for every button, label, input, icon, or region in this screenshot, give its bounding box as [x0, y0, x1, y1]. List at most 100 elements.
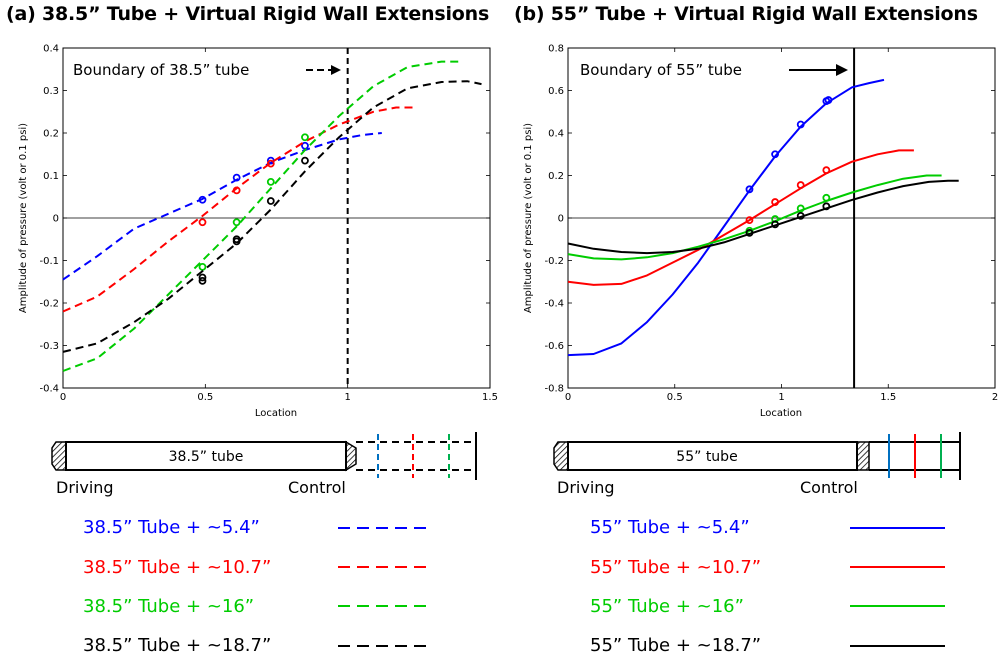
y-axis-label: Amplitude of pressure (volt or 0.1 psi) [523, 123, 534, 313]
data-point-marker [771, 220, 779, 229]
legend-entry-1: 55” Tube + ~5.4” [590, 517, 750, 538]
tube-b-diagram: 55” tube Driving Control [553, 432, 961, 497]
driving-end-cap [553, 441, 569, 471]
legend-entry-3: 38.5” Tube + ~16” [83, 596, 254, 617]
boundary-arrow [306, 65, 341, 75]
data-point-marker [301, 156, 309, 165]
y-tick-label: 0.8 [548, 44, 564, 55]
data-point-marker [266, 177, 275, 186]
series-line-3 [567, 174, 942, 261]
data-point-marker [198, 195, 207, 204]
y-tick-label: 0.2 [548, 171, 564, 182]
control-end-cap [856, 441, 870, 471]
control-label: Control [288, 478, 346, 497]
series-group [62, 60, 482, 372]
series-line-3 [62, 60, 459, 372]
driving-label: Driving [56, 478, 114, 497]
panel-a-title: (a) 38.5” Tube + Virtual Rigid Wall Exte… [6, 3, 490, 25]
x-tick-label: 0.5 [667, 392, 683, 403]
y-tick-label: -0.2 [544, 256, 564, 267]
data-point-marker [745, 185, 754, 194]
data-point-marker [301, 133, 309, 142]
y-tick-label: -0.3 [39, 341, 59, 352]
legend-entry-4: 55” Tube + ~18.7” [590, 635, 761, 656]
data-point-marker [771, 150, 779, 159]
data-point-marker [822, 166, 831, 175]
data-point-marker [232, 173, 241, 182]
y-tick-label: -0.6 [544, 341, 564, 352]
y-tick-label: -0.2 [39, 299, 59, 310]
data-point-marker [745, 216, 754, 225]
x-tick-label: 0.5 [197, 392, 213, 403]
data-point-marker [198, 218, 207, 227]
y-tick-label: -0.8 [544, 384, 564, 395]
y-tick-label: 0 [53, 214, 59, 225]
y-tick-label: -0.4 [39, 384, 59, 395]
data-point-marker [266, 159, 275, 168]
legend-entry-1: 38.5” Tube + ~5.4” [83, 517, 260, 538]
x-tick-label: 0 [60, 392, 66, 403]
data-point-marker [796, 120, 805, 129]
x-tick-label: 1 [778, 392, 784, 403]
tube-label: 38.5” tube [169, 449, 244, 465]
legend-entry-4: 38.5” Tube + ~18.7” [83, 635, 271, 656]
legend-entry-2: 55” Tube + ~10.7” [590, 557, 761, 578]
tube-label: 55” tube [676, 449, 737, 465]
legend-entry-3: 55” Tube + ~16” [590, 596, 744, 617]
series-line-2 [62, 106, 416, 313]
data-point-marker [266, 197, 275, 205]
data-point-marker [232, 218, 241, 227]
y-tick-label: 0.3 [43, 86, 59, 97]
data-point-marker [198, 276, 207, 285]
tube-body [567, 441, 858, 471]
series-line-1 [62, 132, 382, 281]
x-tick-label: 2 [992, 392, 998, 403]
chart-b: 0 0.5 1 1.5 2 -0.8 -0.6 -0.4 -0.2 0 0.2 0.4 0.6 0.8 L… [523, 44, 998, 420]
y-tick-label: 0.2 [43, 129, 59, 140]
driving-end-cap [51, 441, 67, 471]
x-tick-label: 1 [344, 392, 350, 403]
legend-a: 38.5” Tube + ~5.4” 38.5” Tube + ~10.7” 3… [83, 517, 430, 656]
series-group [567, 78, 959, 357]
control-label: Control [800, 478, 858, 497]
y-tick-label: 0.4 [43, 44, 59, 55]
series-line-4 [567, 179, 959, 255]
y-tick-label: 0 [558, 214, 564, 225]
x-axis-label: Location [760, 408, 802, 419]
y-tick-label: 0.4 [548, 129, 564, 140]
data-point-marker [824, 96, 833, 104]
data-point-marker [822, 202, 831, 211]
series-line-2 [567, 149, 914, 286]
data-point-marker [232, 186, 241, 195]
data-point-marker [745, 228, 754, 237]
boundary-arrow [789, 64, 848, 76]
x-tick-label: 0 [565, 392, 571, 403]
x-axis-label: Location [255, 408, 297, 419]
legend-entry-2: 38.5” Tube + ~10.7” [83, 557, 271, 578]
data-point-marker [796, 211, 805, 220]
data-point-marker [796, 181, 805, 189]
data-point-marker [771, 198, 779, 206]
tube-diagrams: 38.5” tube Driving Control 55” tube Driv… [51, 432, 961, 656]
y-tick-label: -0.4 [544, 299, 564, 310]
driving-label: Driving [557, 478, 615, 497]
tick-marks: 0 0.5 1 1.5 2 -0.8 -0.6 -0.4 -0.2 0 0.2 0.4 0.6 0.8 [544, 44, 998, 404]
y-tick-label: 0.1 [43, 171, 59, 182]
tick-marks: 0 0.5 1 1.5 -0.4 -0.3 -0.2 -0.1 0 0.1 0.2 0.3 0.4 [39, 44, 497, 404]
y-axis-label: Amplitude of pressure (volt or 0.1 psi) [18, 123, 29, 313]
legend-b: 55” Tube + ~5.4” 55” Tube + ~10.7” 55” T… [590, 517, 945, 656]
tube-body [65, 441, 347, 471]
boundary-annotation: Boundary of 38.5” tube [73, 61, 249, 79]
series-line-4 [62, 80, 482, 353]
data-point-marker [198, 273, 207, 282]
data-point-marker [232, 237, 241, 246]
series-line-1 [567, 78, 885, 357]
data-point-marker [198, 262, 207, 271]
tube-a-diagram: 38.5” tube Driving Control [51, 432, 477, 497]
x-tick-label: 1.5 [880, 392, 896, 403]
y-tick-label: 0.6 [548, 86, 564, 97]
data-point-marker [822, 193, 831, 202]
chart-a: 0 0.5 1 1.5 -0.4 -0.3 -0.2 -0.1 0 0.1 0.2 0.3 0.4 Lo… [18, 44, 498, 420]
x-tick-label: 1.5 [482, 392, 498, 403]
control-end-cap [345, 440, 357, 472]
